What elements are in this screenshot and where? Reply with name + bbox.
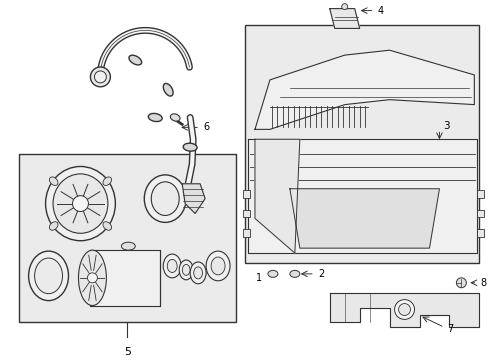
Ellipse shape [148,113,162,122]
Circle shape [394,300,414,319]
Bar [243,210,249,217]
Bar [244,26,478,263]
Ellipse shape [121,242,135,250]
Bar [243,190,249,198]
Ellipse shape [182,265,190,275]
Polygon shape [289,189,439,248]
Text: 4: 4 [377,6,383,15]
Ellipse shape [167,260,177,273]
Ellipse shape [170,114,180,121]
Bar [243,229,249,237]
Ellipse shape [193,267,202,279]
Ellipse shape [179,260,193,280]
Polygon shape [90,250,160,306]
Ellipse shape [190,262,205,284]
Ellipse shape [151,182,179,216]
Text: 5: 5 [123,347,131,357]
Circle shape [72,196,88,212]
Bar [19,154,236,322]
Circle shape [90,67,110,87]
Ellipse shape [183,143,197,151]
Ellipse shape [29,251,68,301]
Ellipse shape [78,250,106,306]
Circle shape [94,71,106,83]
Polygon shape [329,9,359,28]
Ellipse shape [144,175,186,222]
Text: 1: 1 [255,273,262,283]
Text: 8: 8 [479,278,486,288]
Ellipse shape [49,222,58,230]
Ellipse shape [163,84,173,96]
Ellipse shape [103,177,111,185]
Ellipse shape [211,257,224,275]
Polygon shape [329,293,478,327]
Polygon shape [182,184,204,213]
Bar [476,190,483,198]
Ellipse shape [129,55,142,65]
Ellipse shape [53,174,108,233]
Ellipse shape [267,270,277,277]
Bar [476,229,483,237]
Ellipse shape [49,177,58,185]
Circle shape [341,4,347,10]
Circle shape [455,278,466,288]
Ellipse shape [163,254,181,278]
Circle shape [87,273,97,283]
Polygon shape [254,50,473,129]
Ellipse shape [103,222,111,230]
Text: 7: 7 [447,324,453,334]
Bar [476,210,483,217]
Text: 2: 2 [317,269,324,279]
Ellipse shape [205,251,229,281]
Circle shape [398,303,410,315]
Polygon shape [247,139,476,253]
Polygon shape [254,139,299,253]
Ellipse shape [289,270,299,277]
Text: 6: 6 [203,122,209,132]
Text: 3: 3 [443,121,449,131]
Ellipse shape [35,258,62,294]
Ellipse shape [45,166,115,241]
